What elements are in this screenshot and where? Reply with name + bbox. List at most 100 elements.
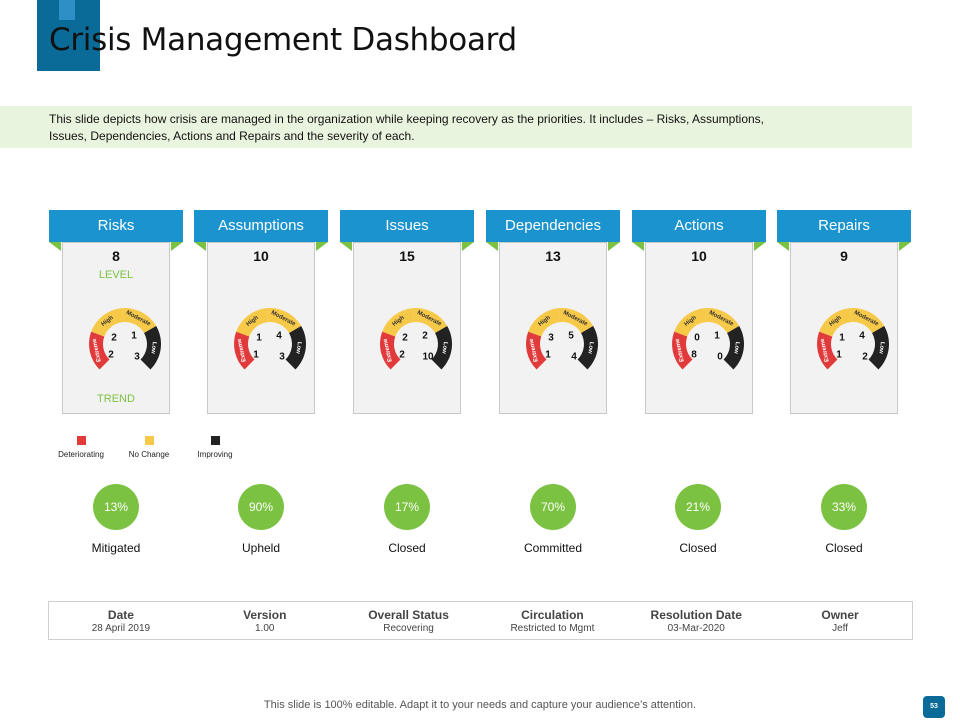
gauge-label-low: Low bbox=[732, 341, 740, 354]
gauge-segment-moderate bbox=[412, 308, 448, 333]
title-accent-block bbox=[37, 0, 100, 71]
gauge-segment-moderate bbox=[121, 308, 157, 333]
gauge-segment-extreme bbox=[526, 331, 547, 370]
percent-label-closed-actions: Closed bbox=[679, 541, 717, 555]
info-table: Date 28 April 2019 Version 1.00 Overall St… bbox=[48, 601, 913, 640]
description-line-1: This slide depicts how crisis are manage… bbox=[49, 112, 765, 126]
gauge-value-extreme: 1 bbox=[545, 350, 551, 361]
info-version-header: Version bbox=[243, 608, 287, 622]
card-count-actions: 10 bbox=[691, 248, 707, 264]
gauge-segment-moderate bbox=[704, 308, 740, 333]
gauge-value-high: 2 bbox=[402, 333, 408, 344]
card-risks: Risks 8 LEVEL TREND Extreme 2 High 2 Moderate 1 Lo… bbox=[49, 210, 183, 414]
info-circulation: Circulation Restricted to Mgmt bbox=[480, 602, 624, 639]
percent-label-committed: Committed bbox=[523, 541, 582, 555]
info-resolution-date-header: Resolution Date bbox=[650, 608, 742, 622]
gauge-label-low: Low bbox=[149, 341, 157, 354]
header-fold-left bbox=[49, 242, 61, 251]
gauge-segment-low bbox=[140, 326, 161, 370]
header-fold-left bbox=[632, 242, 644, 251]
gauge-segment-low bbox=[723, 326, 744, 370]
gauge-value-moderate: 1 bbox=[714, 331, 720, 342]
gauge-segment-low bbox=[285, 326, 306, 370]
gauge-segment-high bbox=[236, 308, 269, 337]
gauge-segment-high bbox=[91, 308, 124, 337]
gauge-label-extreme: Extreme bbox=[383, 337, 394, 362]
info-date-value: 28 April 2019 bbox=[91, 623, 151, 634]
gauge-segment-high bbox=[819, 308, 852, 337]
description-banner: This slide depicts how crisis are manage… bbox=[0, 106, 912, 148]
gauge-value-low: 4 bbox=[571, 352, 577, 363]
card-assumptions: Assumptions 10 Extreme 1 High 1 Moderate 4 Low 3 bbox=[194, 210, 328, 414]
info-overall-status-value: Recovering bbox=[383, 623, 434, 634]
card-issues: Issues 15 Extreme 2 High 2 Moderate 2 Low 10 bbox=[340, 210, 474, 414]
gauge-segment-extreme bbox=[672, 331, 693, 370]
card-count-risks: 8 bbox=[112, 248, 120, 264]
header-fold-left bbox=[486, 242, 498, 251]
legend-improving-swatch bbox=[210, 436, 220, 445]
gauge-segment-low bbox=[577, 326, 598, 370]
header-fold-right bbox=[462, 242, 474, 251]
gauge-value-low: 0 bbox=[717, 352, 723, 363]
card-repairs: Repairs 9 Extreme 1 High 1 Moderate 4 Low 2 bbox=[777, 210, 911, 414]
gauge-value-high: 0 bbox=[694, 333, 700, 344]
gauge-value-high: 2 bbox=[111, 333, 117, 344]
gauge-value-moderate: 5 bbox=[568, 331, 574, 342]
header-fold-right bbox=[899, 242, 911, 251]
percent-label-closed-repairs: Closed bbox=[825, 541, 863, 555]
gauge-segment-extreme bbox=[380, 331, 401, 370]
card-header-actions: Actions bbox=[632, 210, 766, 242]
info-owner-value: Jeff bbox=[832, 623, 849, 634]
legend-no-change: No Change bbox=[114, 436, 184, 459]
gauge-segment-extreme bbox=[817, 331, 838, 370]
page-title: Crisis Management Dashboard bbox=[49, 22, 517, 58]
gauge-label-extreme: Extreme bbox=[92, 337, 103, 362]
gauge-segment-moderate bbox=[266, 308, 302, 333]
info-owner-header: Owner bbox=[821, 608, 859, 622]
card-header-risks: Risks bbox=[49, 210, 183, 242]
info-overall-status: Overall Status Recovering bbox=[337, 602, 481, 639]
gauge-segment-extreme bbox=[89, 331, 110, 370]
gauge-label-low: Low bbox=[294, 341, 302, 354]
legend-deteriorating-label: Deteriorating bbox=[58, 450, 104, 459]
legend-deteriorating-swatch bbox=[76, 436, 86, 445]
header-fold-right bbox=[608, 242, 620, 251]
gauge-value-moderate: 2 bbox=[422, 331, 428, 342]
gauge-segment-low bbox=[431, 326, 452, 370]
header-fold-left bbox=[340, 242, 352, 251]
legend-no-change-swatch bbox=[144, 436, 154, 445]
info-resolution-date: Resolution Date 03-Mar-2020 bbox=[624, 602, 768, 639]
header-fold-right bbox=[316, 242, 328, 251]
info-circulation-value: Restricted to Mgmt bbox=[510, 623, 595, 634]
gauge-segment-high bbox=[674, 308, 707, 337]
gauge-value-extreme: 8 bbox=[691, 350, 697, 361]
card-header-issues: Issues bbox=[340, 210, 474, 242]
info-owner: Owner Jeff bbox=[768, 602, 912, 639]
gauge-label-low: Low bbox=[586, 341, 594, 354]
description-line-2: Issues, Dependencies, Actions and Repair… bbox=[49, 129, 415, 143]
trend-label: TREND bbox=[97, 393, 135, 405]
gauge-segment-high bbox=[528, 308, 561, 337]
gauge-label-low: Low bbox=[877, 341, 885, 354]
card-header-repairs: Repairs bbox=[777, 210, 911, 242]
gauge-value-moderate: 4 bbox=[276, 331, 282, 342]
header-fold-right bbox=[754, 242, 766, 251]
legend-no-change-label: No Change bbox=[128, 450, 170, 459]
percent-circle-mitigated: 13% bbox=[93, 484, 139, 530]
percent-circle-upheld: 90% bbox=[238, 484, 284, 530]
page-number-badge: 53 bbox=[923, 696, 945, 718]
percent-label-closed-issues: Closed bbox=[388, 541, 426, 555]
percent-circle-closed-issues: 17% bbox=[384, 484, 430, 530]
legend-improving-label: Improving bbox=[197, 450, 233, 459]
gauge-value-low: 3 bbox=[134, 352, 140, 363]
gauge-value-low: 3 bbox=[279, 352, 285, 363]
percent-circle-committed: 70% bbox=[530, 484, 576, 530]
header-fold-right bbox=[171, 242, 183, 251]
gauge-segment-moderate bbox=[558, 308, 594, 333]
gauge-label-extreme: Extreme bbox=[675, 337, 686, 362]
card-count-assumptions: 10 bbox=[253, 248, 269, 264]
legend-improving: Improving bbox=[180, 436, 250, 459]
